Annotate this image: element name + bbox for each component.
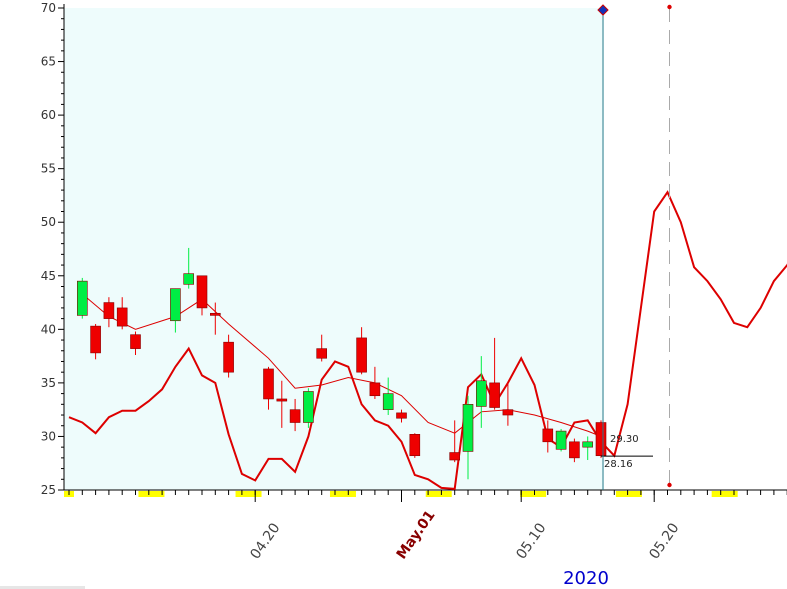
weekend-marker xyxy=(615,491,642,497)
price-levels: 28.16 29.30 xyxy=(601,434,653,470)
weekend-marker xyxy=(425,491,452,497)
weekend-marker xyxy=(520,491,547,497)
candle-down xyxy=(289,409,301,423)
candle-up xyxy=(77,280,88,316)
candle-down xyxy=(369,382,381,397)
x-axis-ticks xyxy=(68,490,787,502)
candle-down xyxy=(103,302,115,319)
candle-down xyxy=(356,337,367,373)
candle-up xyxy=(382,393,394,410)
scroll-strip xyxy=(0,586,85,589)
candle-down xyxy=(263,368,274,400)
candles xyxy=(77,247,607,480)
indicator-series-line xyxy=(68,190,787,490)
candle-down xyxy=(489,382,500,408)
close-level-label: 28.16 xyxy=(604,459,633,470)
candle-up xyxy=(183,273,194,285)
candle-down xyxy=(223,341,234,373)
y-tick-label: 25 xyxy=(41,483,56,497)
y-tick-label: 60 xyxy=(41,108,56,122)
candle-down xyxy=(196,275,208,309)
candle-up xyxy=(582,441,594,448)
y-tick-label: 50 xyxy=(41,215,56,229)
y-tick-label: 55 xyxy=(41,162,56,176)
y-tick-label: 70 xyxy=(41,1,56,15)
candle-up xyxy=(303,391,314,423)
year-label: 2020 xyxy=(563,568,609,589)
candle-down xyxy=(116,307,128,327)
history-region xyxy=(64,8,604,490)
y-tick-label: 35 xyxy=(41,376,56,390)
current-value-label: 29.30 xyxy=(610,434,639,445)
cursor-markers xyxy=(597,4,672,490)
weekend-marker xyxy=(711,491,738,497)
weekend-marker xyxy=(329,491,356,497)
candle-down xyxy=(409,434,421,457)
forecast-bottom-dot xyxy=(667,482,672,488)
y-tick-label: 30 xyxy=(41,429,56,443)
candle-down xyxy=(130,334,141,349)
axes xyxy=(0,4,787,589)
y-tick-label: 65 xyxy=(41,55,56,69)
weekend-marker xyxy=(138,491,165,497)
candle-down xyxy=(316,348,328,359)
candle-down xyxy=(210,312,221,316)
candle-down xyxy=(449,452,461,461)
candle-up xyxy=(170,288,181,322)
candle-down xyxy=(595,422,607,457)
candle-down xyxy=(569,441,580,459)
candle-up xyxy=(475,380,487,407)
cursor-diamond-marker xyxy=(597,4,609,16)
candle-down xyxy=(90,325,101,354)
forecast-top-dot xyxy=(667,4,672,10)
candle-down xyxy=(276,398,288,402)
y-axis-ticks: 25 30 35 40 45 50 55 60 65 70 xyxy=(41,1,64,497)
history-region-fill xyxy=(64,8,604,490)
candle-down xyxy=(502,409,514,416)
candle-up xyxy=(555,430,567,450)
y-tick-label: 40 xyxy=(41,322,56,336)
candle-down xyxy=(396,412,407,419)
candle-down xyxy=(542,428,554,443)
indicator-line xyxy=(68,190,787,490)
weekend-marker xyxy=(235,491,262,497)
candle-up xyxy=(462,404,474,452)
y-tick-label: 45 xyxy=(41,269,56,283)
